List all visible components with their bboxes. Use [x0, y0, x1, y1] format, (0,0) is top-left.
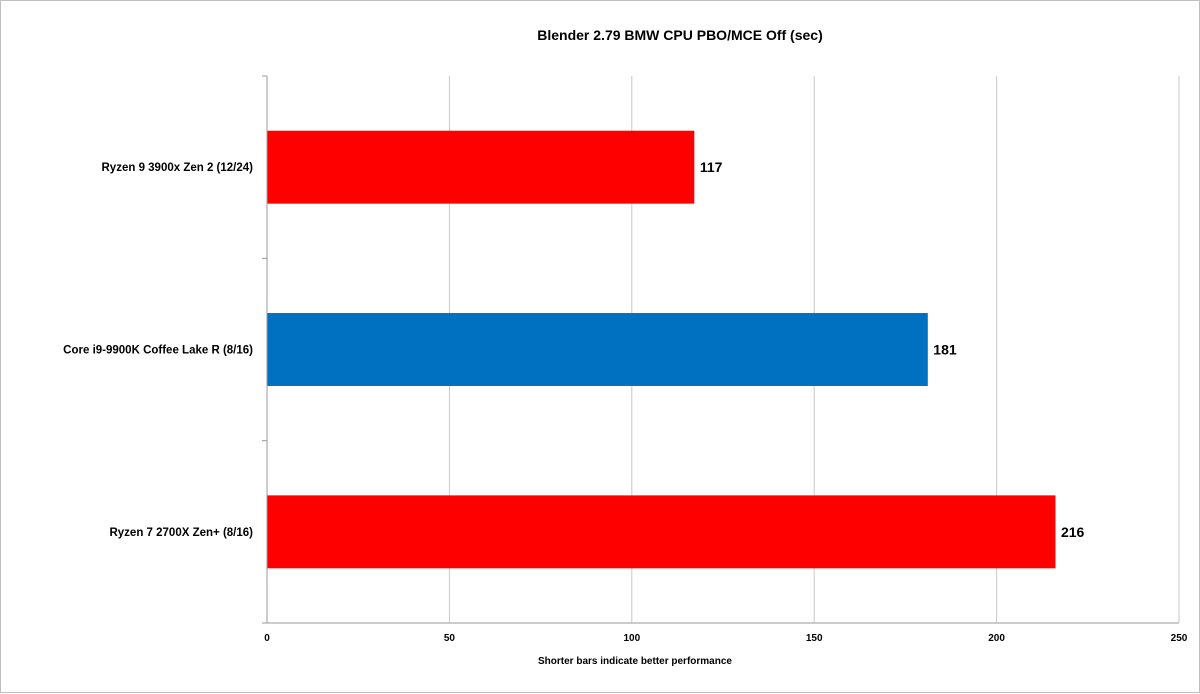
- x-tick-label: 200: [988, 633, 1005, 644]
- chart-title: Blender 2.79 BMW CPU PBO/MCE Off (sec): [537, 27, 823, 43]
- data-label: 181: [933, 342, 957, 358]
- data-label: 216: [1061, 524, 1085, 540]
- data-label: 117: [700, 159, 723, 175]
- x-axis-label: Shorter bars indicate better performance: [538, 656, 732, 667]
- category-label: Ryzen 7 2700X Zen+ (8/16): [109, 527, 253, 539]
- x-tick-label: 0: [264, 633, 270, 644]
- labels: 0 50 100 150 200 250 Ryzen 9 3900x Zen 2 (12/2…: [63, 159, 1188, 644]
- bar: [267, 313, 928, 386]
- axes: [262, 75, 1179, 624]
- bar: [267, 495, 1056, 569]
- x-tick-label: 100: [623, 633, 640, 644]
- x-tick-label: 150: [806, 633, 823, 644]
- category-label: Ryzen 9 3900x Zen 2 (12/24): [102, 162, 254, 174]
- x-tick-label: 250: [1171, 633, 1188, 644]
- category-label: Core i9-9900K Coffee Lake R (8/16): [63, 345, 253, 357]
- x-tick-label: 50: [444, 633, 456, 644]
- bars: [267, 130, 1056, 569]
- bar: [267, 130, 695, 204]
